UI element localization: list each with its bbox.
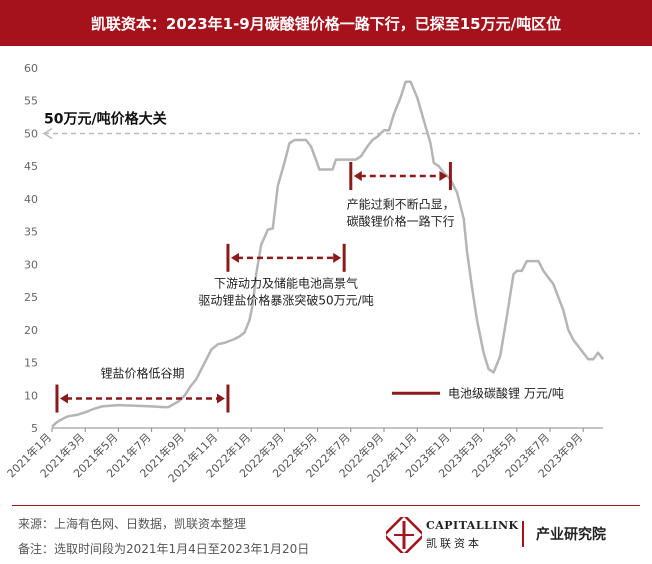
y-tick-label: 5 (31, 422, 38, 435)
chart: 510152025303540455055602021年1月2021年3月202… (4, 62, 640, 485)
footer-divider (12, 505, 640, 506)
y-tick-label: 45 (24, 160, 38, 173)
brand-logo: CAPITALLINK 凯联资本 产业研究院 (386, 515, 646, 555)
y-tick-label: 55 (24, 95, 38, 108)
note-text: 备注：选取时间段为2021年1月4日至2023年1月20日 (18, 542, 310, 556)
annotation-text: 产能过剩不断凸显， (347, 197, 455, 212)
arrow-left-icon (59, 393, 68, 404)
arrow-right-icon (216, 393, 225, 404)
y-tick-label: 25 (24, 291, 38, 304)
brand-subtitle: 产业研究院 (536, 527, 606, 543)
y-tick-label: 60 (24, 62, 38, 75)
arrow-right-icon (439, 171, 448, 181)
annotation-text: 碳酸锂价格一路下行 (347, 214, 455, 229)
arrow-right-icon (333, 252, 342, 263)
annotation-text: 下游动力及储能电池高景气 (214, 275, 358, 290)
y-tick-label: 35 (24, 226, 38, 239)
brand-name-en: CAPITALLINK (426, 519, 519, 532)
y-tick-label: 10 (24, 389, 38, 402)
reference-arrow-icon (42, 127, 53, 140)
annotation-text: 驱动锂盐价格暴涨突破50万元/吨 (198, 292, 373, 307)
arrow-left-icon (353, 171, 362, 181)
reference-label: 50万元/吨价格大关 (44, 110, 167, 127)
y-tick-label: 30 (24, 258, 38, 271)
source-text: 来源：上海有色网、日数据，凯联资本整理 (18, 517, 247, 531)
y-tick-label: 15 (24, 357, 38, 370)
page-title: 凯联资本：2023年1-9月碳酸锂价格一路下行，已探至15万元/吨区位 (0, 0, 652, 46)
arrow-left-icon (230, 252, 239, 263)
capitallink-logo-icon (386, 517, 422, 553)
brand-divider (522, 521, 524, 547)
annotation-text: 锂盐价格低谷期 (100, 366, 184, 381)
legend-label: 电池级碳酸锂 万元/吨 (448, 385, 564, 400)
y-tick-label: 50 (24, 127, 38, 140)
series-line (51, 80, 605, 428)
y-tick-label: 20 (24, 324, 38, 337)
brand-name-cn: 凯联资本 (426, 537, 482, 550)
y-tick-label: 40 (24, 193, 38, 206)
